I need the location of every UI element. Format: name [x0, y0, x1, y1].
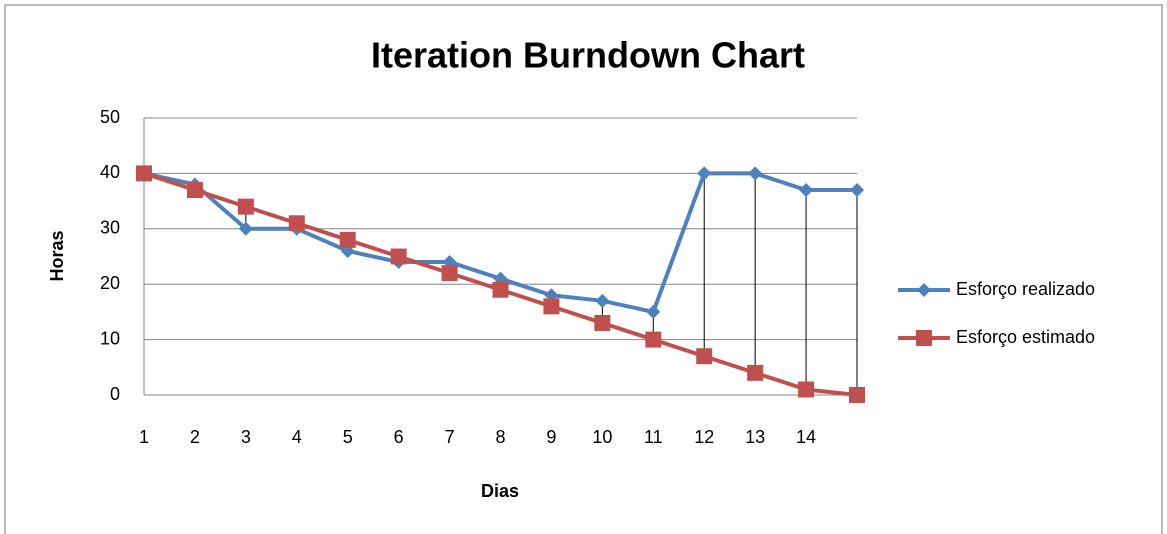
x-tick-label: 10 [592, 427, 612, 447]
y-tick-label: 40 [100, 162, 120, 182]
chart-frame [4, 4, 1163, 534]
x-tick-label: 8 [495, 427, 505, 447]
x-tick-label: 9 [546, 427, 556, 447]
square-marker [543, 298, 560, 315]
x-tick-label: 1 [139, 427, 149, 447]
x-tick-label: 13 [745, 427, 765, 447]
square-marker [594, 314, 611, 331]
x-tick-label: 14 [796, 427, 816, 447]
square-marker [237, 198, 254, 215]
diamond-marker [850, 183, 864, 198]
square-marker [339, 231, 356, 248]
y-axis-title: Horas [47, 230, 67, 281]
diamond-marker [238, 221, 253, 236]
square-marker [441, 265, 458, 282]
square-marker [136, 165, 152, 182]
square-marker [390, 248, 407, 265]
diamond-marker [646, 304, 661, 319]
diamond-marker [748, 166, 763, 181]
y-tick-label: 0 [110, 384, 120, 404]
x-tick-label: 5 [343, 427, 353, 447]
chart-title: Iteration Burndown Chart [371, 35, 805, 76]
square-marker [288, 215, 305, 232]
y-tick-label: 20 [100, 273, 120, 293]
square-marker [849, 387, 865, 403]
x-tick-label: 4 [292, 427, 302, 447]
x-axis-title: Dias [481, 481, 519, 501]
square-marker [798, 381, 815, 398]
legend-marker [916, 330, 932, 346]
square-marker [186, 182, 203, 199]
y-tick-label: 50 [100, 107, 120, 127]
legend-label: Esforço realizado [956, 279, 1095, 299]
x-tick-label: 7 [445, 427, 455, 447]
diamond-marker [799, 183, 814, 198]
square-marker [747, 364, 764, 381]
legend-marker [917, 283, 931, 297]
diamond-marker [697, 166, 712, 181]
square-marker [645, 331, 662, 348]
x-tick-label: 6 [394, 427, 404, 447]
square-marker [492, 281, 509, 298]
legend-label: Esforço estimado [956, 327, 1095, 347]
x-tick-label: 2 [190, 427, 200, 447]
x-tick-label: 12 [694, 427, 714, 447]
x-tick-label: 3 [241, 427, 251, 447]
diamond-marker [595, 293, 610, 308]
square-marker [696, 348, 713, 365]
x-tick-label: 11 [644, 427, 663, 447]
y-tick-label: 10 [100, 328, 120, 348]
y-tick-label: 30 [100, 218, 120, 238]
